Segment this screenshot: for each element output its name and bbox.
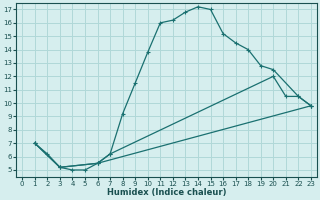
X-axis label: Humidex (Indice chaleur): Humidex (Indice chaleur) [107, 188, 226, 197]
